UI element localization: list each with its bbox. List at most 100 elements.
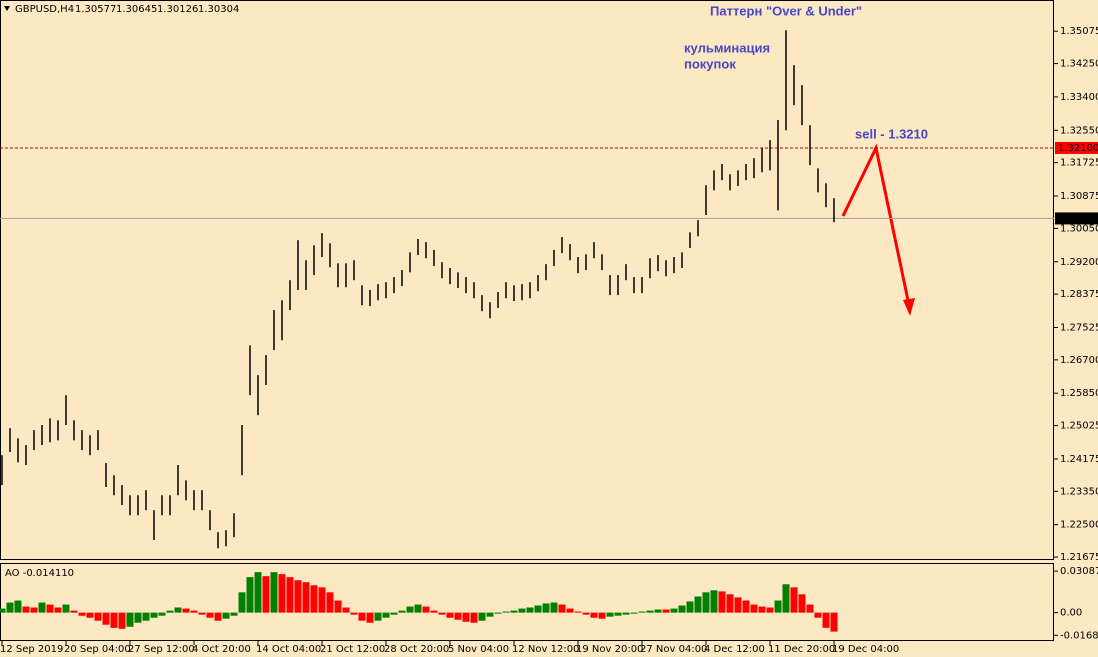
ao-bar	[606, 612, 614, 617]
ao-bar	[334, 600, 342, 613]
x-tick-label: 27 Sep 12:00	[128, 644, 195, 655]
ao-bar	[62, 604, 70, 613]
ao-bar	[374, 612, 382, 621]
y-tick-label: 1.23350	[1060, 486, 1098, 497]
ao-bar	[622, 612, 630, 615]
ao-bar	[534, 605, 542, 613]
ao-bar	[454, 612, 462, 620]
ao-bar	[430, 610, 438, 613]
ao-bar	[110, 612, 118, 628]
y-tick-label: 1.27525	[1060, 322, 1098, 333]
x-tick-label: 14 Oct 04:00	[256, 644, 321, 655]
ao-bar	[350, 612, 358, 615]
ao-bar	[398, 610, 406, 613]
ao-bar	[318, 587, 326, 613]
ao-bar	[142, 612, 150, 621]
ao-bar	[646, 610, 654, 613]
indicator-label: AO -0.014110	[5, 568, 74, 579]
ao-panel	[0, 563, 1054, 641]
y-tick-label: 1.30875	[1060, 191, 1098, 202]
ao-bar	[302, 582, 310, 613]
ao-bar	[22, 606, 30, 613]
ao-bar	[558, 604, 566, 613]
ao-bar	[30, 607, 38, 613]
ao-bar	[166, 610, 174, 613]
x-tick-label: 12 Sep 2019	[0, 644, 63, 655]
ao-bar	[718, 591, 726, 613]
ao-bar	[342, 607, 350, 613]
ao-bar	[198, 612, 206, 615]
y-tick-label: 1.35075	[1060, 26, 1098, 37]
ao-bar	[502, 611, 510, 613]
y-tick-label: 1.21675	[1060, 552, 1098, 563]
symbol: GBPUSD,H4	[15, 4, 74, 15]
ao-bar	[102, 612, 110, 625]
ao-bar	[742, 600, 750, 613]
ao-bar	[262, 576, 270, 613]
ao-bar	[734, 597, 742, 613]
ao-bar	[638, 611, 646, 613]
x-tick-label: 5 Nov 04:00	[448, 644, 509, 655]
ao-bar	[614, 612, 622, 616]
ao-bar	[494, 612, 502, 614]
menu-icon	[4, 6, 10, 11]
y-tick-label: 1.29200	[1060, 257, 1098, 268]
ao-bar	[550, 602, 558, 613]
y-tick-label: 0.030874	[1060, 566, 1098, 577]
ao-bar	[190, 610, 198, 613]
ao-bar	[582, 612, 590, 615]
ao-bar	[446, 612, 454, 618]
ao-bar	[654, 609, 662, 613]
ao-bar	[214, 612, 222, 621]
y-tick-label: 1.31725	[1060, 158, 1098, 169]
ao-bar	[686, 601, 694, 613]
y-tick-label: 1.24175	[1060, 454, 1098, 465]
ao-bar	[134, 612, 142, 623]
ao-bar	[822, 612, 830, 628]
ao-bar	[414, 604, 422, 613]
y-tick-label: 1.34250	[1060, 59, 1098, 70]
y-tick-label: -0.016857	[1060, 630, 1098, 641]
x-tick-label: 28 Oct 20:00	[384, 644, 449, 655]
low: 1.30126	[157, 4, 198, 15]
open: 1.30577	[75, 4, 116, 15]
x-tick-label: 19 Dec 04:00	[832, 644, 899, 655]
ao-bar	[206, 612, 214, 618]
ao-bar	[462, 612, 470, 622]
ao-bar	[222, 612, 230, 619]
ao-bar	[542, 603, 550, 613]
x-tick-label: 12 Nov 12:00	[512, 644, 579, 655]
ao-bar	[278, 574, 286, 613]
ao-bar	[14, 600, 22, 613]
ao-bar	[46, 604, 54, 613]
x-tick-label: 11 Dec 20:00	[768, 644, 835, 655]
ao-bar	[294, 580, 302, 613]
ao-bar	[238, 592, 246, 613]
arrow-head	[903, 298, 915, 316]
ao-bar	[790, 587, 798, 613]
ao-bar	[814, 612, 822, 618]
main-panel	[0, 0, 1054, 560]
ao-bar	[126, 612, 134, 627]
price-label-box	[1055, 141, 1098, 154]
ao-bar	[774, 600, 782, 613]
y-tick-label: 1.22500	[1060, 520, 1098, 531]
ao-bar	[38, 602, 46, 613]
ao-bar	[0, 608, 6, 613]
ao-bar	[182, 608, 190, 613]
ao-bar	[94, 612, 102, 621]
price-label: 1.32100	[1058, 143, 1098, 154]
y-tick-label: 1.30050	[1060, 223, 1098, 234]
high: 1.30645	[116, 4, 157, 15]
y-tick-label: 1.33400	[1060, 92, 1098, 103]
ao-bar	[670, 608, 678, 613]
ao-bar	[702, 592, 710, 613]
ao-bar	[470, 612, 478, 623]
ao-bar	[422, 606, 430, 613]
ao-bar	[70, 610, 78, 613]
ao-bar	[174, 607, 182, 613]
ao-bar	[390, 612, 398, 615]
